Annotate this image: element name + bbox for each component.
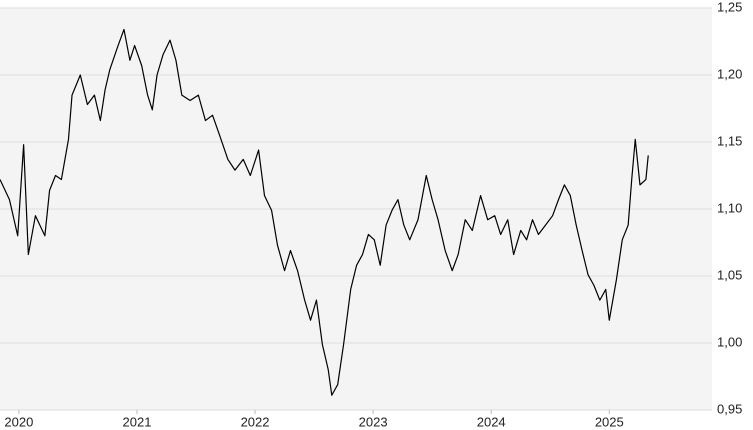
y-tick-label: 1,00	[717, 334, 742, 349]
y-tick-label: 0,95	[717, 401, 742, 416]
x-tick-label: 2021	[123, 414, 152, 429]
y-tick-label: 1,20	[717, 66, 742, 81]
x-tick-label: 2023	[359, 414, 388, 429]
y-tick-label: 1,25	[717, 0, 742, 14]
x-tick-label: 2022	[241, 414, 270, 429]
line-series	[0, 28, 649, 396]
y-tick-label: 1,05	[717, 267, 742, 282]
y-tick-label: 1,10	[717, 200, 742, 215]
x-tick-label: 2025	[595, 414, 624, 429]
y-tick-label: 1,15	[717, 133, 742, 148]
x-tick-label: 2020	[4, 414, 33, 429]
x-tick-label: 2024	[477, 414, 506, 429]
